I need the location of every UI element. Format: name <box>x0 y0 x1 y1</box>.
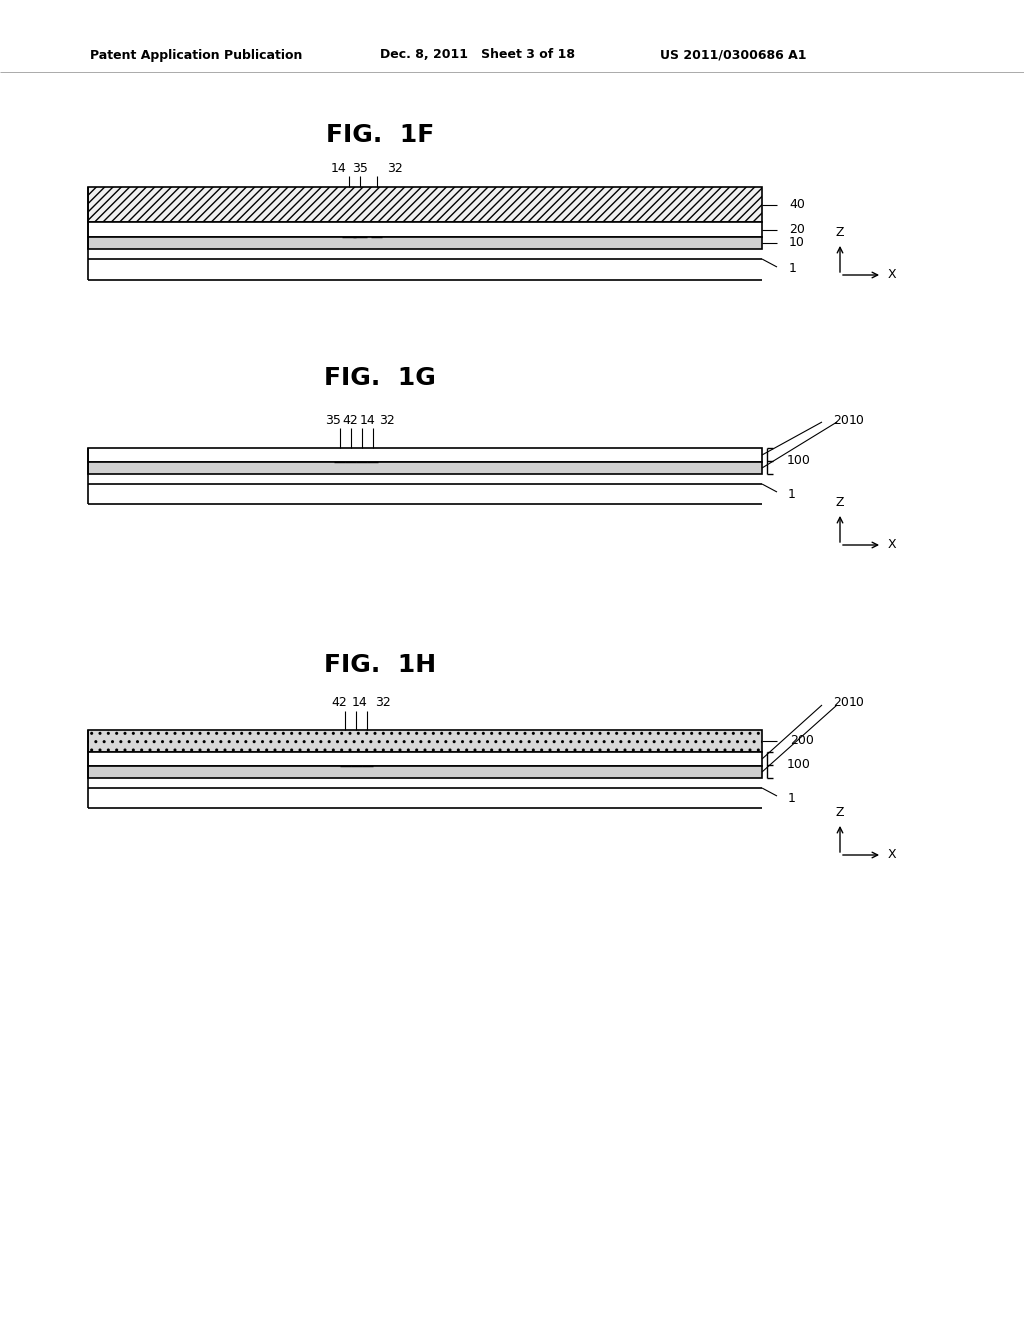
Text: X: X <box>888 539 896 552</box>
Text: Z: Z <box>836 227 844 239</box>
Bar <box>88 187 762 222</box>
Text: 14: 14 <box>352 697 368 710</box>
Text: 32: 32 <box>379 413 394 426</box>
Text: 200: 200 <box>790 734 814 747</box>
Bar <box>88 447 762 462</box>
Text: X: X <box>888 849 896 862</box>
Text: 42: 42 <box>343 413 358 426</box>
Text: Patent Application Publication: Patent Application Publication <box>90 49 302 62</box>
Text: 10: 10 <box>790 236 805 249</box>
Bar <box>88 766 762 777</box>
Text: 14: 14 <box>331 161 347 174</box>
Text: 10: 10 <box>849 697 865 710</box>
Text: 20: 20 <box>833 413 849 426</box>
Text: X: X <box>888 268 896 281</box>
Text: 35: 35 <box>326 413 341 426</box>
Text: 100: 100 <box>787 759 811 771</box>
Text: 1: 1 <box>790 261 797 275</box>
Bar <box>88 730 762 752</box>
Bar <box>88 238 762 249</box>
Text: FIG.  1F: FIG. 1F <box>326 123 434 147</box>
Text: 42: 42 <box>331 697 347 710</box>
Text: 20: 20 <box>833 697 849 710</box>
Text: 32: 32 <box>375 697 391 710</box>
Text: US 2011/0300686 A1: US 2011/0300686 A1 <box>660 49 807 62</box>
Text: 35: 35 <box>352 161 368 174</box>
Text: 32: 32 <box>387 161 402 174</box>
Text: 100: 100 <box>787 454 811 467</box>
Text: 40: 40 <box>790 198 805 211</box>
Text: Z: Z <box>836 496 844 510</box>
Text: 1: 1 <box>788 792 796 804</box>
Text: 20: 20 <box>790 223 805 236</box>
Bar <box>88 222 762 238</box>
Text: FIG.  1G: FIG. 1G <box>324 366 436 389</box>
Bar <box>88 752 762 766</box>
Bar <box>88 462 762 474</box>
Text: FIG.  1H: FIG. 1H <box>324 653 436 677</box>
Text: 1: 1 <box>788 487 796 500</box>
Text: 10: 10 <box>849 413 865 426</box>
Text: Dec. 8, 2011   Sheet 3 of 18: Dec. 8, 2011 Sheet 3 of 18 <box>380 49 575 62</box>
Text: 14: 14 <box>359 413 376 426</box>
Text: Z: Z <box>836 807 844 820</box>
